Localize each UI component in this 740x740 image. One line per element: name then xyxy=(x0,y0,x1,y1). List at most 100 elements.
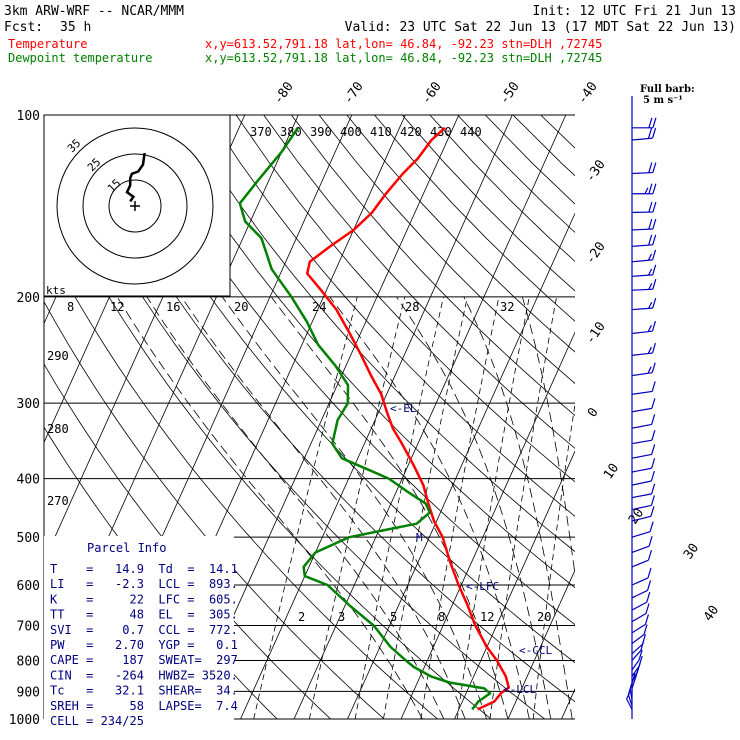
mixing-ratio-label: 8 xyxy=(67,300,74,314)
wind-barb-flag xyxy=(652,234,657,246)
parcel-info-row: Tc = 32.1 SHEAR= 34. xyxy=(50,684,238,698)
barb-key-line1: Full barb: xyxy=(640,84,695,95)
wind-barb xyxy=(631,634,647,655)
pressure-tick-label: 300 xyxy=(17,397,40,412)
dry-adiabat xyxy=(485,115,575,205)
wind-barb xyxy=(631,506,655,522)
wind-barb-flag xyxy=(648,117,653,128)
wind-barb xyxy=(631,218,657,231)
wind-barb-flag xyxy=(646,592,651,603)
mixing-ratio-line xyxy=(420,296,500,719)
dry-adiabat xyxy=(263,115,575,449)
wind-barbs xyxy=(626,96,657,719)
wind-barb-flag xyxy=(648,183,653,194)
isotherm-label: -60 xyxy=(419,79,445,107)
isotherm-line xyxy=(507,569,575,719)
hodograph-trace xyxy=(125,152,146,203)
isotherm-label: -30 xyxy=(583,157,609,185)
hodograph-ring-middle xyxy=(82,153,188,259)
wind-barb-shaft xyxy=(631,453,652,459)
wind-barb xyxy=(631,470,655,486)
wind-barb xyxy=(632,183,657,195)
isotherm-line xyxy=(454,450,575,719)
mixing-ratio-line xyxy=(383,296,468,719)
wind-barb-shaft xyxy=(631,137,653,141)
wind-barb-flag xyxy=(647,549,653,561)
init-time: Init: 12 UTC Fri 21 Jun 13 xyxy=(533,4,737,19)
wind-barb xyxy=(632,117,657,129)
dry-adiabat xyxy=(97,115,575,664)
wind-barb-flag xyxy=(645,603,650,614)
theta-label-top: 440 xyxy=(460,125,482,139)
wind-barb-flag xyxy=(651,430,656,441)
pressure-tick-label: 700 xyxy=(17,619,40,634)
mixing-ratio-label: 12 xyxy=(110,300,124,314)
wind-barb xyxy=(631,201,657,214)
wind-barb-flag xyxy=(652,297,657,309)
theta-label-top: 390 xyxy=(310,125,332,139)
moist-adiabat xyxy=(270,296,509,719)
wind-barb-flag xyxy=(648,234,653,246)
pressure-tick-label: 100 xyxy=(17,109,40,124)
wind-barb-shaft xyxy=(631,407,652,413)
wind-barb-flag xyxy=(650,470,655,482)
wind-barb-flag xyxy=(648,268,653,276)
fcst-value: 35 h xyxy=(60,20,91,35)
isotherm-label: -50 xyxy=(497,79,523,107)
mixing-ratio-label: 3 xyxy=(338,610,345,624)
wind-barb xyxy=(626,692,633,710)
wind-barb-flag xyxy=(644,614,650,625)
location-line-red: x,y=613.52,791.18 lat,lon= 46.84, -92.23… xyxy=(205,37,602,51)
wind-barb xyxy=(631,381,656,395)
wind-barb-flag xyxy=(651,321,657,332)
wind-barb-shaft xyxy=(631,612,647,623)
barb-key-line2: 5 m s⁻¹ xyxy=(643,95,683,106)
dry-adiabat xyxy=(44,178,492,719)
wind-barb-flag xyxy=(647,366,652,373)
wind-barb-flag xyxy=(651,362,656,373)
isotherm-label: -80 xyxy=(271,79,297,107)
theta-label-top: 420 xyxy=(400,125,422,139)
wind-barb-flag xyxy=(648,218,653,230)
wind-barb-shaft xyxy=(629,688,633,701)
wind-barb-flag xyxy=(648,282,653,290)
dry-adiabat xyxy=(69,115,575,703)
wind-barb xyxy=(631,297,657,311)
dry-adiabat xyxy=(44,117,545,719)
wind-barb xyxy=(631,495,655,511)
wind-barb-flag xyxy=(640,640,645,651)
wind-barb-shaft xyxy=(627,694,633,706)
isotherm-label: -20 xyxy=(583,239,609,267)
mixing-ratio-label: 24 xyxy=(312,300,326,314)
wind-barb-flag xyxy=(651,398,656,409)
wind-barb-flag xyxy=(648,127,653,139)
parcel-info-row: CAPE = 187 SWEAT= 297 xyxy=(50,653,238,667)
theta-label-top: 370 xyxy=(250,125,272,139)
wind-barb xyxy=(631,549,653,568)
parcel-info-row: CIN = -264 HWBZ= 3520. xyxy=(50,668,238,682)
isotherm-label: 20 xyxy=(626,506,647,527)
wind-barb xyxy=(631,567,652,586)
isotherm-line xyxy=(293,115,567,719)
dry-adiabat xyxy=(540,115,575,149)
wind-barb-flag xyxy=(652,218,657,230)
wind-barb-flag xyxy=(646,580,652,591)
wind-barb-shaft xyxy=(631,634,645,645)
wind-barb-shaft xyxy=(631,659,640,671)
mixing-ratio-label: 20 xyxy=(234,300,248,314)
valid-time: Valid: 23 UTC Sat 22 Jun 13 (17 MDT Sat … xyxy=(345,20,736,35)
isotherm-label: -70 xyxy=(341,79,367,107)
parcel-info-row: SREH = 58 LAPSE= 7.4 xyxy=(50,699,238,713)
legend-dewpoint: Dewpoint temperature xyxy=(8,51,153,65)
parcel-info-row: PW = 2.70 YGP = 0.1 xyxy=(50,638,238,652)
hodograph-units-label: kts xyxy=(46,284,66,297)
wind-barb-shaft xyxy=(631,274,653,277)
wind-barb-flag xyxy=(643,624,648,635)
wind-barb-shaft xyxy=(631,559,649,568)
pressure-tick-label: 900 xyxy=(17,685,40,700)
wind-barb-shaft xyxy=(631,650,642,661)
wind-barb-shaft xyxy=(631,259,653,263)
theta-label-left: 270 xyxy=(47,494,69,508)
wind-barb xyxy=(631,321,657,335)
